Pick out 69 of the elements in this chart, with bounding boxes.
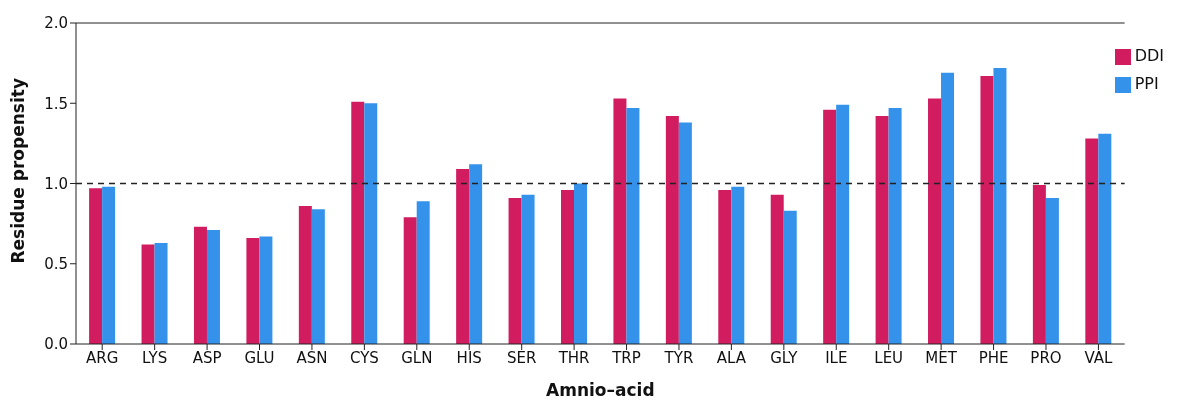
x-tick-label: LYS — [142, 348, 168, 367]
bar — [508, 197, 522, 344]
bar — [246, 238, 260, 344]
bar — [469, 164, 483, 344]
bar — [193, 226, 207, 344]
x-tick-label: ALA — [716, 348, 747, 367]
y-tick-label: 2.0 — [44, 14, 68, 33]
y-tick-label: 0.5 — [44, 255, 68, 274]
bar — [836, 104, 850, 344]
x-tick-label: THR — [557, 348, 590, 367]
bar — [941, 72, 955, 344]
bar — [1085, 138, 1099, 344]
x-tick-label: ARG — [86, 348, 119, 367]
bar — [1098, 133, 1112, 344]
y-tick-label: 1.5 — [44, 94, 68, 113]
bar — [980, 75, 994, 344]
bar — [770, 194, 784, 344]
x-tick-label: VAL — [1084, 348, 1114, 367]
bar — [731, 186, 745, 344]
bar — [561, 189, 574, 344]
x-tick-label: PRO — [1030, 348, 1062, 367]
legend-label: PPI — [1134, 74, 1159, 93]
x-tick-label: MET — [925, 348, 958, 367]
bar — [665, 116, 679, 344]
y-axis-title: Residue propensity — [8, 78, 29, 264]
bar — [928, 98, 942, 344]
bar — [1045, 197, 1059, 344]
bar — [456, 169, 470, 344]
bar — [888, 108, 902, 344]
bar — [783, 210, 797, 344]
bar — [89, 188, 103, 344]
bar — [875, 116, 889, 344]
bar — [351, 101, 365, 344]
bar — [206, 230, 220, 344]
bar — [403, 217, 417, 344]
bar — [521, 194, 535, 344]
x-tick-label: ASN — [296, 348, 328, 367]
x-tick-label: TRP — [611, 348, 641, 367]
x-tick-label: HIS — [456, 348, 482, 367]
bar — [626, 108, 640, 344]
x-tick-label: LEU — [874, 348, 904, 367]
bar — [141, 244, 155, 344]
legend-label: DDI — [1134, 46, 1164, 65]
bar — [311, 209, 325, 344]
bar — [259, 236, 273, 344]
x-tick-label: ILE — [825, 348, 848, 367]
bar — [993, 67, 1007, 344]
x-tick-label: GLY — [770, 348, 799, 367]
bar — [613, 98, 627, 344]
bar — [416, 201, 430, 344]
bar — [718, 189, 732, 344]
x-axis-title: Amnio–acid — [546, 380, 655, 400]
bar — [298, 205, 312, 344]
bar — [154, 242, 168, 344]
bar — [574, 183, 587, 344]
bar — [364, 103, 378, 344]
y-tick-label: 0.0 — [44, 335, 68, 354]
y-tick-label: 1.0 — [44, 174, 68, 193]
x-tick-label: GLN — [401, 348, 433, 367]
x-tick-label: CYS — [349, 348, 379, 367]
bar — [678, 122, 692, 344]
bar — [1032, 185, 1046, 344]
bar — [102, 186, 116, 344]
x-tick-label: SER — [506, 348, 537, 367]
x-tick-label: TYR — [663, 348, 694, 367]
x-tick-label: PHE — [978, 348, 1009, 367]
bar — [823, 109, 837, 344]
x-tick-label: ASP — [192, 348, 222, 367]
x-tick-label: GLU — [244, 348, 275, 367]
